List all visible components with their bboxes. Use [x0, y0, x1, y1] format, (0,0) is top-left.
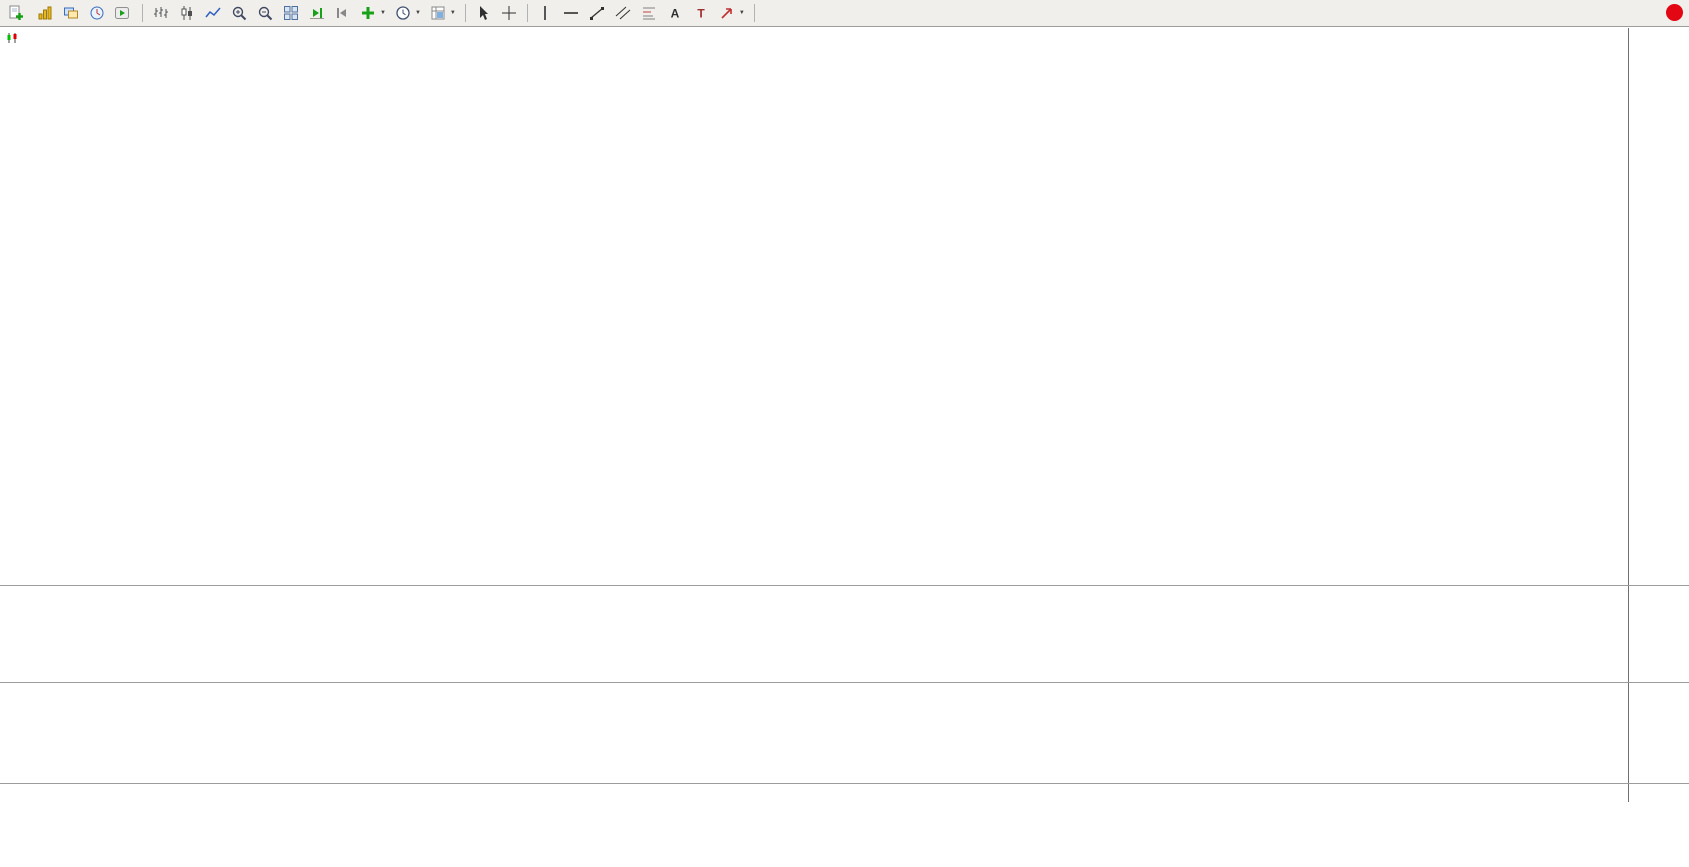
bottom-red-bar — [0, 845, 1689, 867]
bar-chart-type-button[interactable] — [148, 2, 173, 25]
crosshair-icon — [502, 6, 517, 20]
chart-title-line — [6, 32, 30, 44]
fibonacci-icon — [643, 7, 656, 20]
periods-clock-icon — [396, 6, 410, 20]
zoom-in-button[interactable] — [226, 2, 251, 25]
periods-button[interactable]: ▼ — [391, 2, 425, 25]
panel-divider[interactable] — [0, 682, 1689, 683]
dropdown-caret-icon: ▼ — [738, 10, 745, 16]
time-axis[interactable] — [0, 784, 1628, 802]
horizontal-line-tool-button[interactable] — [559, 2, 584, 25]
macd-panel[interactable] — [0, 586, 1628, 682]
channel-icon — [616, 6, 631, 20]
arrows-tool-button[interactable]: ▼ — [715, 2, 749, 25]
trendline-tool-button[interactable] — [585, 2, 610, 25]
timeframe-mn-button[interactable] — [960, 4, 984, 23]
timeframe-m1-button[interactable] — [760, 4, 784, 23]
bar-chart-icon — [38, 6, 51, 20]
dropdown-caret-icon: ▼ — [380, 10, 386, 16]
timeframe-w1-button[interactable] — [935, 4, 959, 23]
bar-chart-type-icon — [153, 7, 168, 18]
arrows-icon — [721, 8, 732, 19]
zoom-out-icon — [258, 6, 272, 21]
cursor-icon — [480, 6, 489, 20]
candlestick-type-button[interactable] — [174, 2, 199, 25]
toolbar-separator — [753, 4, 755, 22]
autotrading-button[interactable] — [110, 2, 137, 25]
rsi-panel[interactable] — [0, 683, 1628, 783]
zoom-out-button[interactable] — [252, 2, 277, 25]
add-indicator-icon — [362, 7, 374, 19]
auto-scroll-button[interactable] — [304, 2, 329, 25]
svg-text:A: A — [671, 7, 680, 21]
fibonacci-tool-button[interactable] — [637, 2, 662, 25]
trendline-icon — [590, 7, 605, 20]
timeframe-m30-button[interactable] — [835, 4, 859, 23]
text-label-tool-button[interactable]: T — [689, 2, 714, 25]
new-order-button[interactable] — [4, 2, 31, 25]
symbol-icon — [7, 33, 17, 43]
auto-scroll-icon — [309, 8, 324, 19]
text-label-icon: T — [698, 7, 706, 21]
toolbar-separator — [464, 4, 466, 22]
vertical-line-icon — [544, 6, 547, 20]
new-order-icon — [9, 5, 23, 20]
tile-windows-button[interactable] — [278, 2, 303, 25]
text-tool-button[interactable]: A — [663, 2, 688, 25]
tile-windows-icon — [283, 6, 298, 20]
horizontal-line-icon — [564, 12, 579, 14]
chart-shift-button[interactable] — [330, 2, 355, 25]
panel-divider[interactable] — [0, 783, 1689, 784]
toolbar-separator — [142, 4, 143, 22]
add-indicator-button[interactable]: ▼ — [356, 2, 390, 25]
line-chart-type-button[interactable] — [200, 2, 225, 25]
line-chart-type-icon — [204, 7, 221, 18]
autotrading-icon — [115, 7, 129, 19]
chart-shift-icon — [336, 8, 346, 18]
notification-badge[interactable] — [1666, 4, 1683, 21]
crosshair-button[interactable] — [497, 2, 522, 25]
profiles-icon — [63, 7, 78, 19]
zoom-in-icon — [232, 6, 246, 21]
price-axis[interactable] — [1628, 28, 1689, 802]
dropdown-caret-icon: ▼ — [449, 10, 456, 16]
svg-text:T: T — [698, 7, 706, 21]
timeframe-m15-button[interactable] — [810, 4, 834, 23]
templates-button[interactable]: ▼ — [426, 2, 460, 25]
market-watch-button[interactable] — [84, 2, 109, 25]
profiles-button[interactable] — [58, 2, 83, 25]
candlestick-chart[interactable] — [0, 28, 1628, 585]
market-watch-icon — [90, 6, 103, 20]
panel-divider[interactable] — [0, 585, 1689, 586]
main-toolbar: ▼ ▼ ▼ A — [0, 0, 1689, 27]
charts-button[interactable] — [32, 2, 57, 25]
text-icon: A — [671, 7, 680, 21]
cursor-button[interactable] — [471, 2, 496, 25]
timeframe-d1-button[interactable] — [910, 4, 934, 23]
timeframe-m5-button[interactable] — [785, 4, 809, 23]
channel-tool-button[interactable] — [611, 2, 636, 25]
candlestick-type-icon — [181, 6, 192, 20]
timeframe-h1-button[interactable] — [860, 4, 884, 23]
templates-icon — [431, 6, 445, 20]
toolbar-separator — [526, 4, 528, 22]
vertical-line-tool-button[interactable] — [533, 2, 558, 25]
dropdown-caret-icon: ▼ — [414, 10, 421, 16]
timeframe-h4-button[interactable] — [885, 4, 909, 23]
